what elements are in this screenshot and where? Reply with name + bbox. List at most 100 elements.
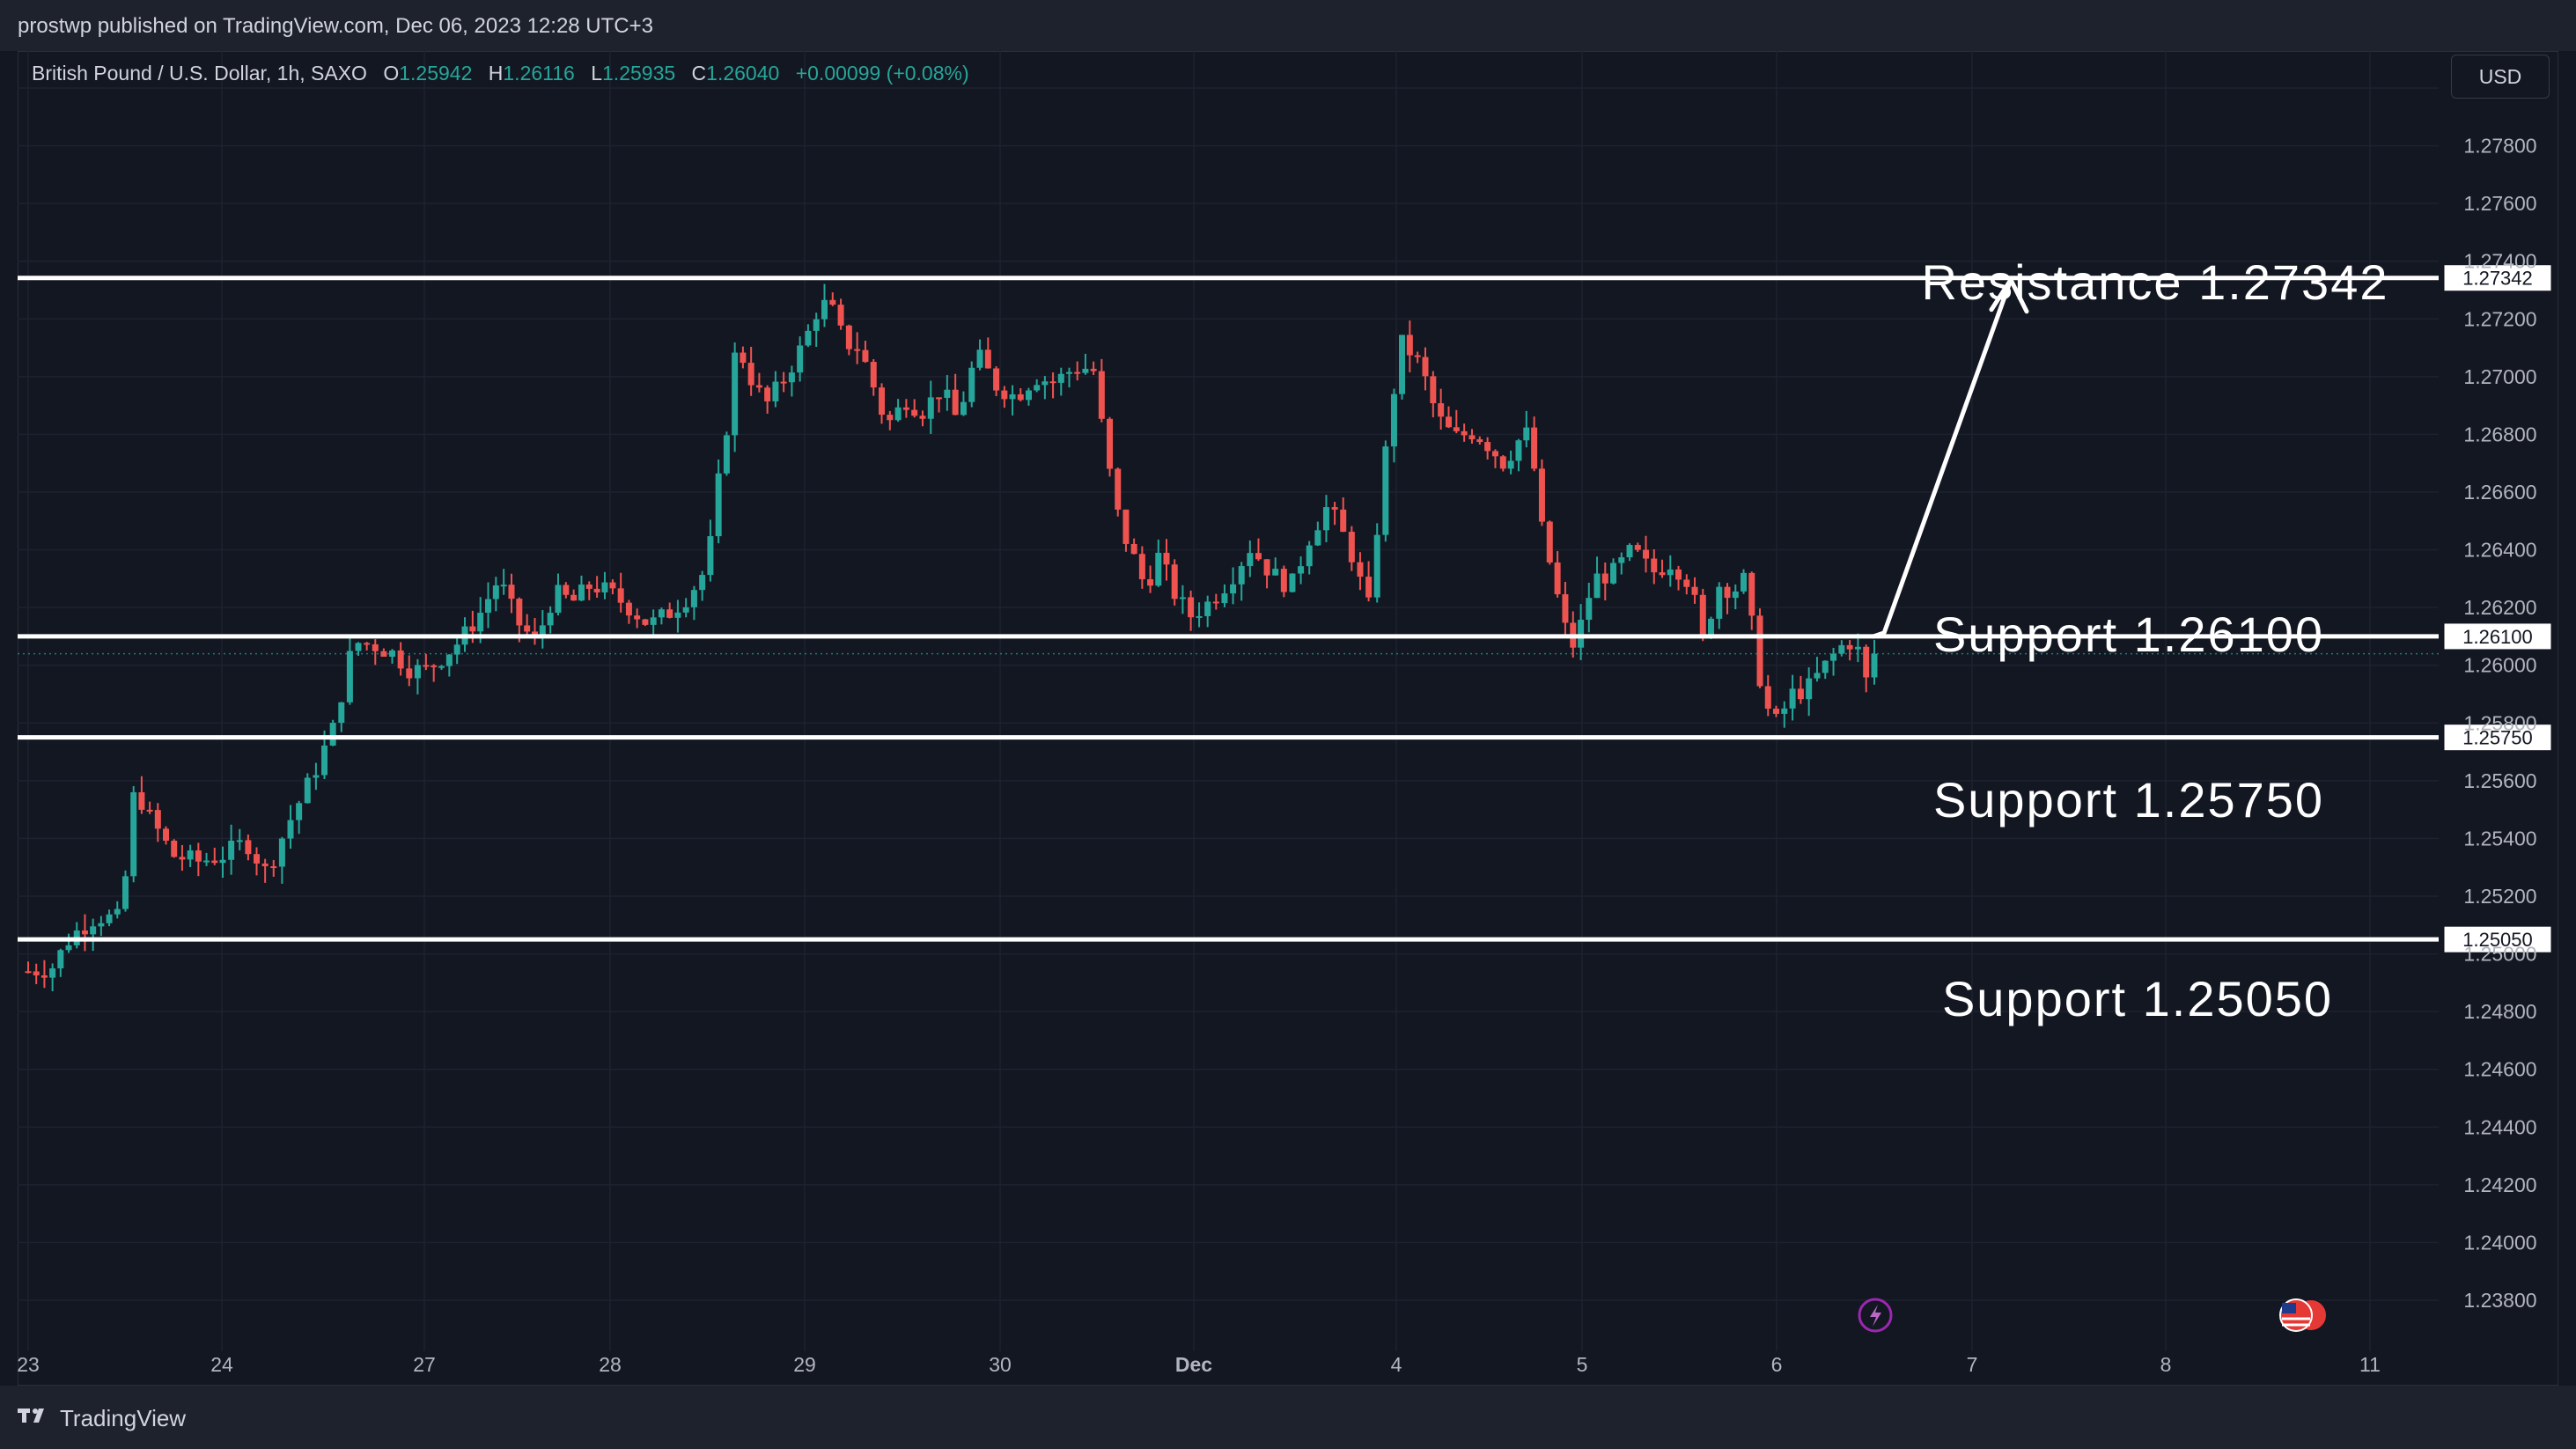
candle-body xyxy=(625,602,632,616)
candle-body xyxy=(1781,708,1788,714)
open-value: 1.25942 xyxy=(399,62,473,85)
candle-body xyxy=(187,850,194,860)
candle-body xyxy=(1586,598,1593,620)
tradingview-brand[interactable]: TradingView xyxy=(18,1405,186,1432)
candle-body xyxy=(1155,552,1162,586)
projection-arrow xyxy=(1871,277,2013,639)
candle-body xyxy=(138,791,145,810)
candle-body xyxy=(1314,530,1321,546)
candle-body xyxy=(1538,468,1545,522)
candle-body xyxy=(1846,644,1853,650)
candle-body xyxy=(772,381,779,401)
candle-body xyxy=(1773,709,1780,714)
candle-body xyxy=(130,791,137,877)
candle-body xyxy=(1732,591,1739,599)
candle-body xyxy=(1163,552,1170,565)
candle-body xyxy=(1764,686,1771,710)
candle-body xyxy=(797,345,804,373)
publisher-bar: prostwp published on TradingView.com, De… xyxy=(0,0,2576,51)
candle-body xyxy=(1531,427,1538,469)
candle-body xyxy=(1390,394,1397,447)
grid-lines xyxy=(18,51,2439,1351)
close-label: C xyxy=(691,62,707,85)
lightning-icon xyxy=(1870,1305,1881,1327)
candle-body xyxy=(1001,390,1008,400)
candle-body xyxy=(780,381,787,384)
candle-body xyxy=(57,950,64,969)
time-tick-label: 8 xyxy=(2160,1353,2172,1376)
candle-body xyxy=(1854,646,1861,650)
candle-body xyxy=(25,971,32,974)
price-tick-label: 1.25200 xyxy=(2463,885,2536,908)
time-tick-label: 23 xyxy=(17,1353,40,1376)
candle-body xyxy=(813,319,820,331)
candle-body xyxy=(650,617,657,625)
level-label: Support 1.26100 xyxy=(1933,607,2324,662)
candle-body xyxy=(1691,586,1698,595)
time-tick-label: 24 xyxy=(210,1353,233,1376)
candle-body xyxy=(1049,381,1056,384)
candle-body xyxy=(154,810,161,829)
candle-body xyxy=(1263,559,1270,576)
candle-body xyxy=(585,585,592,589)
candle-body xyxy=(707,536,714,576)
candle-body xyxy=(1601,573,1608,584)
candle-body xyxy=(98,923,105,927)
candle-body xyxy=(976,349,983,368)
level-price-tag-text: 1.25750 xyxy=(2462,727,2533,749)
candle-body xyxy=(219,859,226,864)
candle-body xyxy=(894,407,902,421)
level-price-tag-text: 1.26100 xyxy=(2462,626,2533,648)
candle-body xyxy=(261,863,269,867)
candle-body xyxy=(593,588,600,592)
candle-body xyxy=(1098,371,1105,419)
price-tick-label: 1.25400 xyxy=(2463,827,2536,850)
candle-body xyxy=(570,594,578,601)
candle-body xyxy=(1138,554,1145,579)
candle-body xyxy=(936,397,943,400)
candle-body xyxy=(1562,594,1569,623)
candle-body xyxy=(1659,572,1666,576)
candle-body xyxy=(919,416,926,419)
price-tick-label: 1.26800 xyxy=(2463,423,2536,445)
price-tick-label: 1.27200 xyxy=(2463,307,2536,330)
chart-frame xyxy=(18,51,2558,1386)
price-tick-label: 1.26600 xyxy=(2463,481,2536,504)
price-tick-label: 1.24000 xyxy=(2463,1231,2536,1254)
candle-body xyxy=(578,585,585,601)
level-price-tag xyxy=(2443,622,2552,651)
candle-body xyxy=(1041,381,1049,386)
candle-body xyxy=(1306,545,1313,567)
candle-body xyxy=(732,352,739,436)
candle-body xyxy=(1683,579,1690,587)
candles xyxy=(25,283,1878,991)
close-value: 1.26040 xyxy=(706,62,780,85)
candle-body xyxy=(1814,673,1821,679)
candle-body xyxy=(1057,373,1064,383)
candle-body xyxy=(1523,427,1530,441)
footer-bar xyxy=(0,1386,2576,1449)
candle-body xyxy=(1414,355,1421,357)
candle-body xyxy=(372,644,379,651)
price-tick-label: 1.24400 xyxy=(2463,1115,2536,1138)
candle-body xyxy=(179,857,186,860)
candle-body xyxy=(477,613,484,632)
time-tick-label: 28 xyxy=(599,1353,622,1376)
candle-body xyxy=(438,666,445,668)
time-tick-label: 29 xyxy=(793,1353,816,1376)
symbol-name[interactable]: British Pound / U.S. Dollar, 1h, SAXO xyxy=(32,62,367,85)
price-tick-label: 1.24600 xyxy=(2463,1058,2536,1081)
candle-body xyxy=(211,860,218,864)
candle-body xyxy=(1699,594,1706,636)
candle-body xyxy=(837,305,844,326)
candle-body xyxy=(228,841,235,860)
candle-body xyxy=(81,930,88,935)
candle-body xyxy=(658,609,665,618)
candle-body xyxy=(492,585,499,599)
candle-body xyxy=(203,860,210,863)
candle-body xyxy=(508,585,515,599)
candle-body xyxy=(1748,572,1755,616)
candle-body xyxy=(1499,456,1506,469)
currency-button[interactable]: USD xyxy=(2451,55,2550,99)
